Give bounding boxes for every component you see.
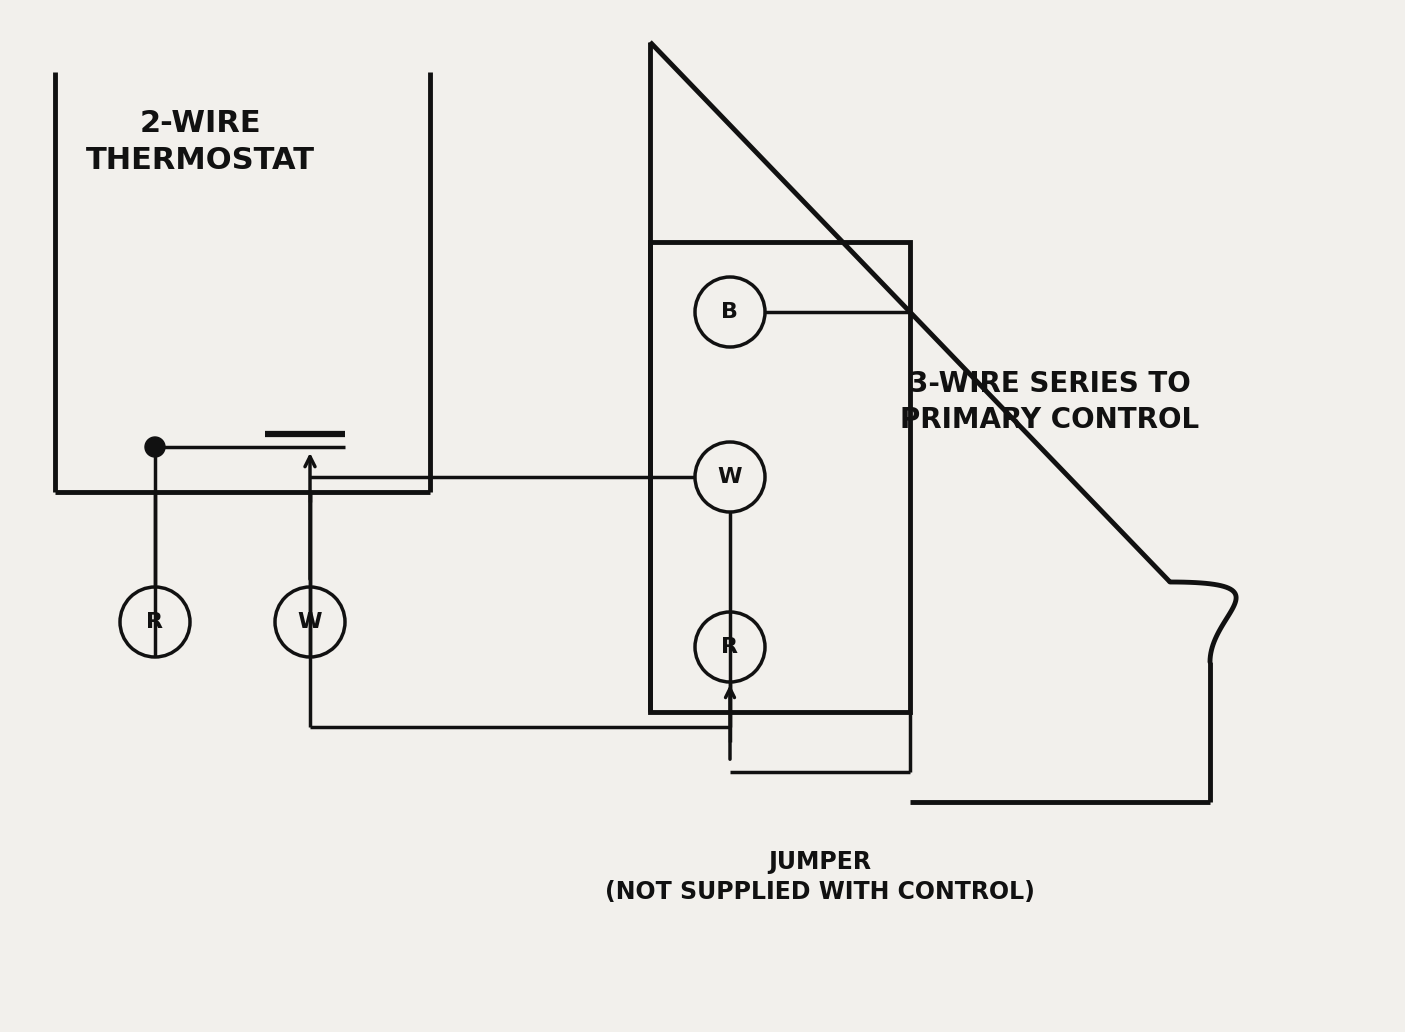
Text: JUMPER
(NOT SUPPLIED WITH CONTROL): JUMPER (NOT SUPPLIED WITH CONTROL): [606, 849, 1035, 904]
Text: 2-WIRE
THERMOSTAT: 2-WIRE THERMOSTAT: [86, 109, 315, 175]
Text: R: R: [722, 637, 739, 657]
Text: W: W: [718, 467, 742, 487]
Text: W: W: [298, 612, 322, 632]
Text: R: R: [146, 612, 163, 632]
Text: B: B: [722, 302, 739, 322]
Bar: [651, 241, 910, 712]
Text: 3-WIRE SERIES TO
PRIMARY CONTROL: 3-WIRE SERIES TO PRIMARY CONTROL: [901, 370, 1200, 433]
Circle shape: [145, 437, 164, 457]
